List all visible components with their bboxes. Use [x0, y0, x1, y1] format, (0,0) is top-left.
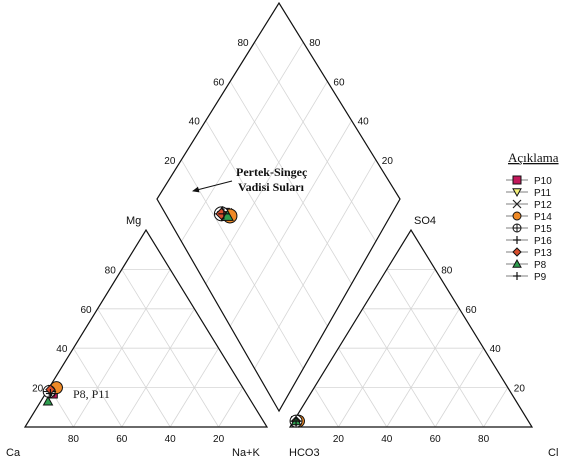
- corner-label-mg: Mg: [126, 215, 141, 227]
- diamond-point-p9: [218, 208, 230, 220]
- legend-item-p9: P9: [506, 272, 547, 283]
- anion-right-tick-label: 40: [490, 344, 502, 355]
- legend-title: Açıklama: [508, 150, 559, 165]
- corner-label-nak: Na+K: [232, 447, 260, 459]
- anion-triangle-gridline: [483, 387, 509, 428]
- legend-label-p15: P15: [534, 224, 552, 235]
- anion-point-p9: [291, 416, 301, 426]
- cation-point-p8: [42, 395, 54, 406]
- anion-triangle-gridline: [338, 269, 436, 428]
- legend-item-p12: P12: [506, 199, 552, 211]
- corner-label-hco3: HCO3: [289, 447, 320, 459]
- annotation-arrow: [192, 180, 233, 193]
- legend-marker-p14: [512, 211, 522, 221]
- diamond-gridline: [205, 81, 328, 285]
- annotation-diamond-line2: Vadisi Suları: [238, 180, 305, 194]
- legend-item-p15: P15: [506, 223, 552, 235]
- diamond-right-tick-label: 60: [333, 77, 345, 88]
- diamond-gridline: [254, 41, 377, 242]
- legend-item-p14: P14: [506, 211, 552, 223]
- anion-bottom-tick-label: 40: [381, 434, 393, 445]
- corner-label-ca: Ca: [6, 447, 21, 459]
- diamond-gridline: [254, 159, 377, 369]
- anion-triangle-gridline: [313, 387, 339, 428]
- diamond-point-p8: [221, 209, 234, 221]
- diamond-gridline: [181, 41, 304, 242]
- diamond-gridline: [229, 120, 352, 327]
- anion-triangle-outline: [288, 228, 534, 428]
- legend-label-p16: P16: [534, 236, 552, 247]
- diamond-right-tick-label: 20: [382, 156, 394, 167]
- cation-bottom-tick-label: 60: [116, 434, 128, 445]
- cation-left-tick-label: 60: [80, 305, 92, 316]
- diamond-left-tick-label: 20: [164, 156, 176, 167]
- anion-right-tick-label: 80: [441, 265, 453, 276]
- legend-marker-p13: [512, 247, 522, 257]
- legend-item-p11: P11: [506, 188, 551, 199]
- cation-bottom-tick-label: 20: [213, 434, 225, 445]
- cation-left-tick-label: 80: [105, 265, 117, 276]
- legend-marker-p12: [512, 199, 522, 209]
- anion-right-tick-label: 20: [514, 384, 526, 395]
- annotation-cation-cluster: P8, P11: [73, 387, 110, 401]
- legend-marker-p10: [512, 175, 522, 185]
- legend-marker-p8: [512, 258, 522, 268]
- legend-marker-p9: [513, 272, 521, 280]
- legend-item-p8: P8: [506, 258, 547, 271]
- cation-triangle-gridline: [97, 308, 171, 428]
- legend-item-p16: P16: [506, 236, 552, 247]
- legend-marker-p15: [512, 223, 522, 233]
- cation-triangle-outline: [23, 228, 269, 428]
- anion-triangle-gridline: [386, 269, 484, 428]
- legend-label-p9: P9: [534, 272, 547, 283]
- diamond-gridline: [181, 159, 304, 369]
- legend-marker-p16: [513, 236, 521, 244]
- cation-bottom-tick-label: 40: [165, 434, 177, 445]
- legend-label-p10: P10: [534, 176, 552, 187]
- legend-label-p8: P8: [534, 260, 547, 271]
- anion-triangle-gridline: [362, 308, 436, 428]
- legend-label-p12: P12: [534, 200, 552, 211]
- legend-label-p11: P11: [534, 188, 551, 199]
- cation-triangle-gridline: [121, 308, 195, 428]
- corner-label-so4: SO4: [414, 215, 436, 227]
- anion-triangle-gridline: [386, 308, 460, 428]
- cation-bottom-tick-label: 80: [68, 434, 80, 445]
- corner-label-cl: Cl: [548, 447, 558, 459]
- diamond-left-tick-label: 60: [213, 77, 225, 88]
- legend-label-p14: P14: [534, 212, 552, 223]
- diamond-right-tick-label: 40: [358, 117, 370, 128]
- anion-right-tick-label: 60: [465, 305, 477, 316]
- diamond-left-tick-label: 80: [237, 38, 249, 49]
- annotation-diamond-line1: Pertek-Singeç: [236, 165, 308, 179]
- diamond-gridline: [205, 120, 328, 327]
- diamond-gridline: [229, 81, 352, 285]
- legend-marker-p11: [512, 188, 522, 198]
- legend-item-p13: P13: [506, 247, 552, 259]
- cation-triangle-gridline: [73, 269, 171, 428]
- anion-bottom-tick-label: 20: [333, 434, 345, 445]
- diamond-left-tick-label: 40: [189, 117, 201, 128]
- anion-bottom-tick-label: 60: [430, 434, 442, 445]
- legend-label-p13: P13: [534, 248, 552, 259]
- cation-triangle-gridline: [218, 387, 244, 428]
- diamond-right-tick-label: 80: [309, 38, 321, 49]
- anion-bottom-tick-label: 80: [478, 434, 490, 445]
- cation-left-tick-label: 20: [32, 384, 44, 395]
- cation-left-tick-label: 40: [56, 344, 68, 355]
- cation-triangle-gridline: [121, 269, 219, 428]
- diamond-outline: [156, 1, 401, 413]
- cation-point-p9: [45, 389, 55, 399]
- legend-item-p10: P10: [506, 175, 552, 187]
